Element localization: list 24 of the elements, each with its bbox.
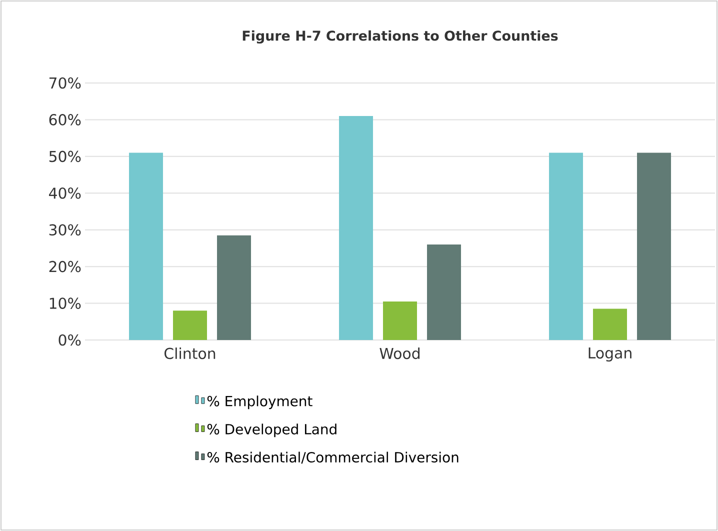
bar bbox=[173, 310, 208, 340]
x-tick-label: Wood bbox=[380, 348, 420, 360]
bar bbox=[339, 116, 374, 340]
bar bbox=[593, 308, 628, 340]
legend-label: % Residential/Commercial Diversion bbox=[207, 452, 458, 464]
bar bbox=[383, 301, 418, 340]
y-tick-label: 20% bbox=[49, 260, 81, 272]
legend-label: % Developed Land bbox=[207, 424, 336, 438]
bar bbox=[549, 152, 584, 340]
bar bbox=[637, 152, 672, 340]
y-tick-label: 60% bbox=[49, 114, 81, 126]
bar bbox=[129, 152, 163, 340]
y-tick-label: 50% bbox=[49, 150, 81, 162]
y-tick-label: 0% bbox=[58, 334, 81, 346]
chart-title: Figure H-7 Correlations to Other Counties bbox=[242, 30, 558, 44]
y-tick-label: 30% bbox=[49, 224, 81, 236]
y-tick-label: 70% bbox=[49, 77, 81, 89]
y-tick-label: 40% bbox=[49, 187, 81, 199]
bar bbox=[427, 244, 462, 340]
y-tick-label: 10% bbox=[50, 298, 81, 309]
bar bbox=[217, 235, 252, 340]
legend-label: % Employment bbox=[207, 396, 312, 410]
x-tick-label: Logan bbox=[588, 348, 632, 362]
x-tick-label: Clinton bbox=[164, 348, 216, 360]
